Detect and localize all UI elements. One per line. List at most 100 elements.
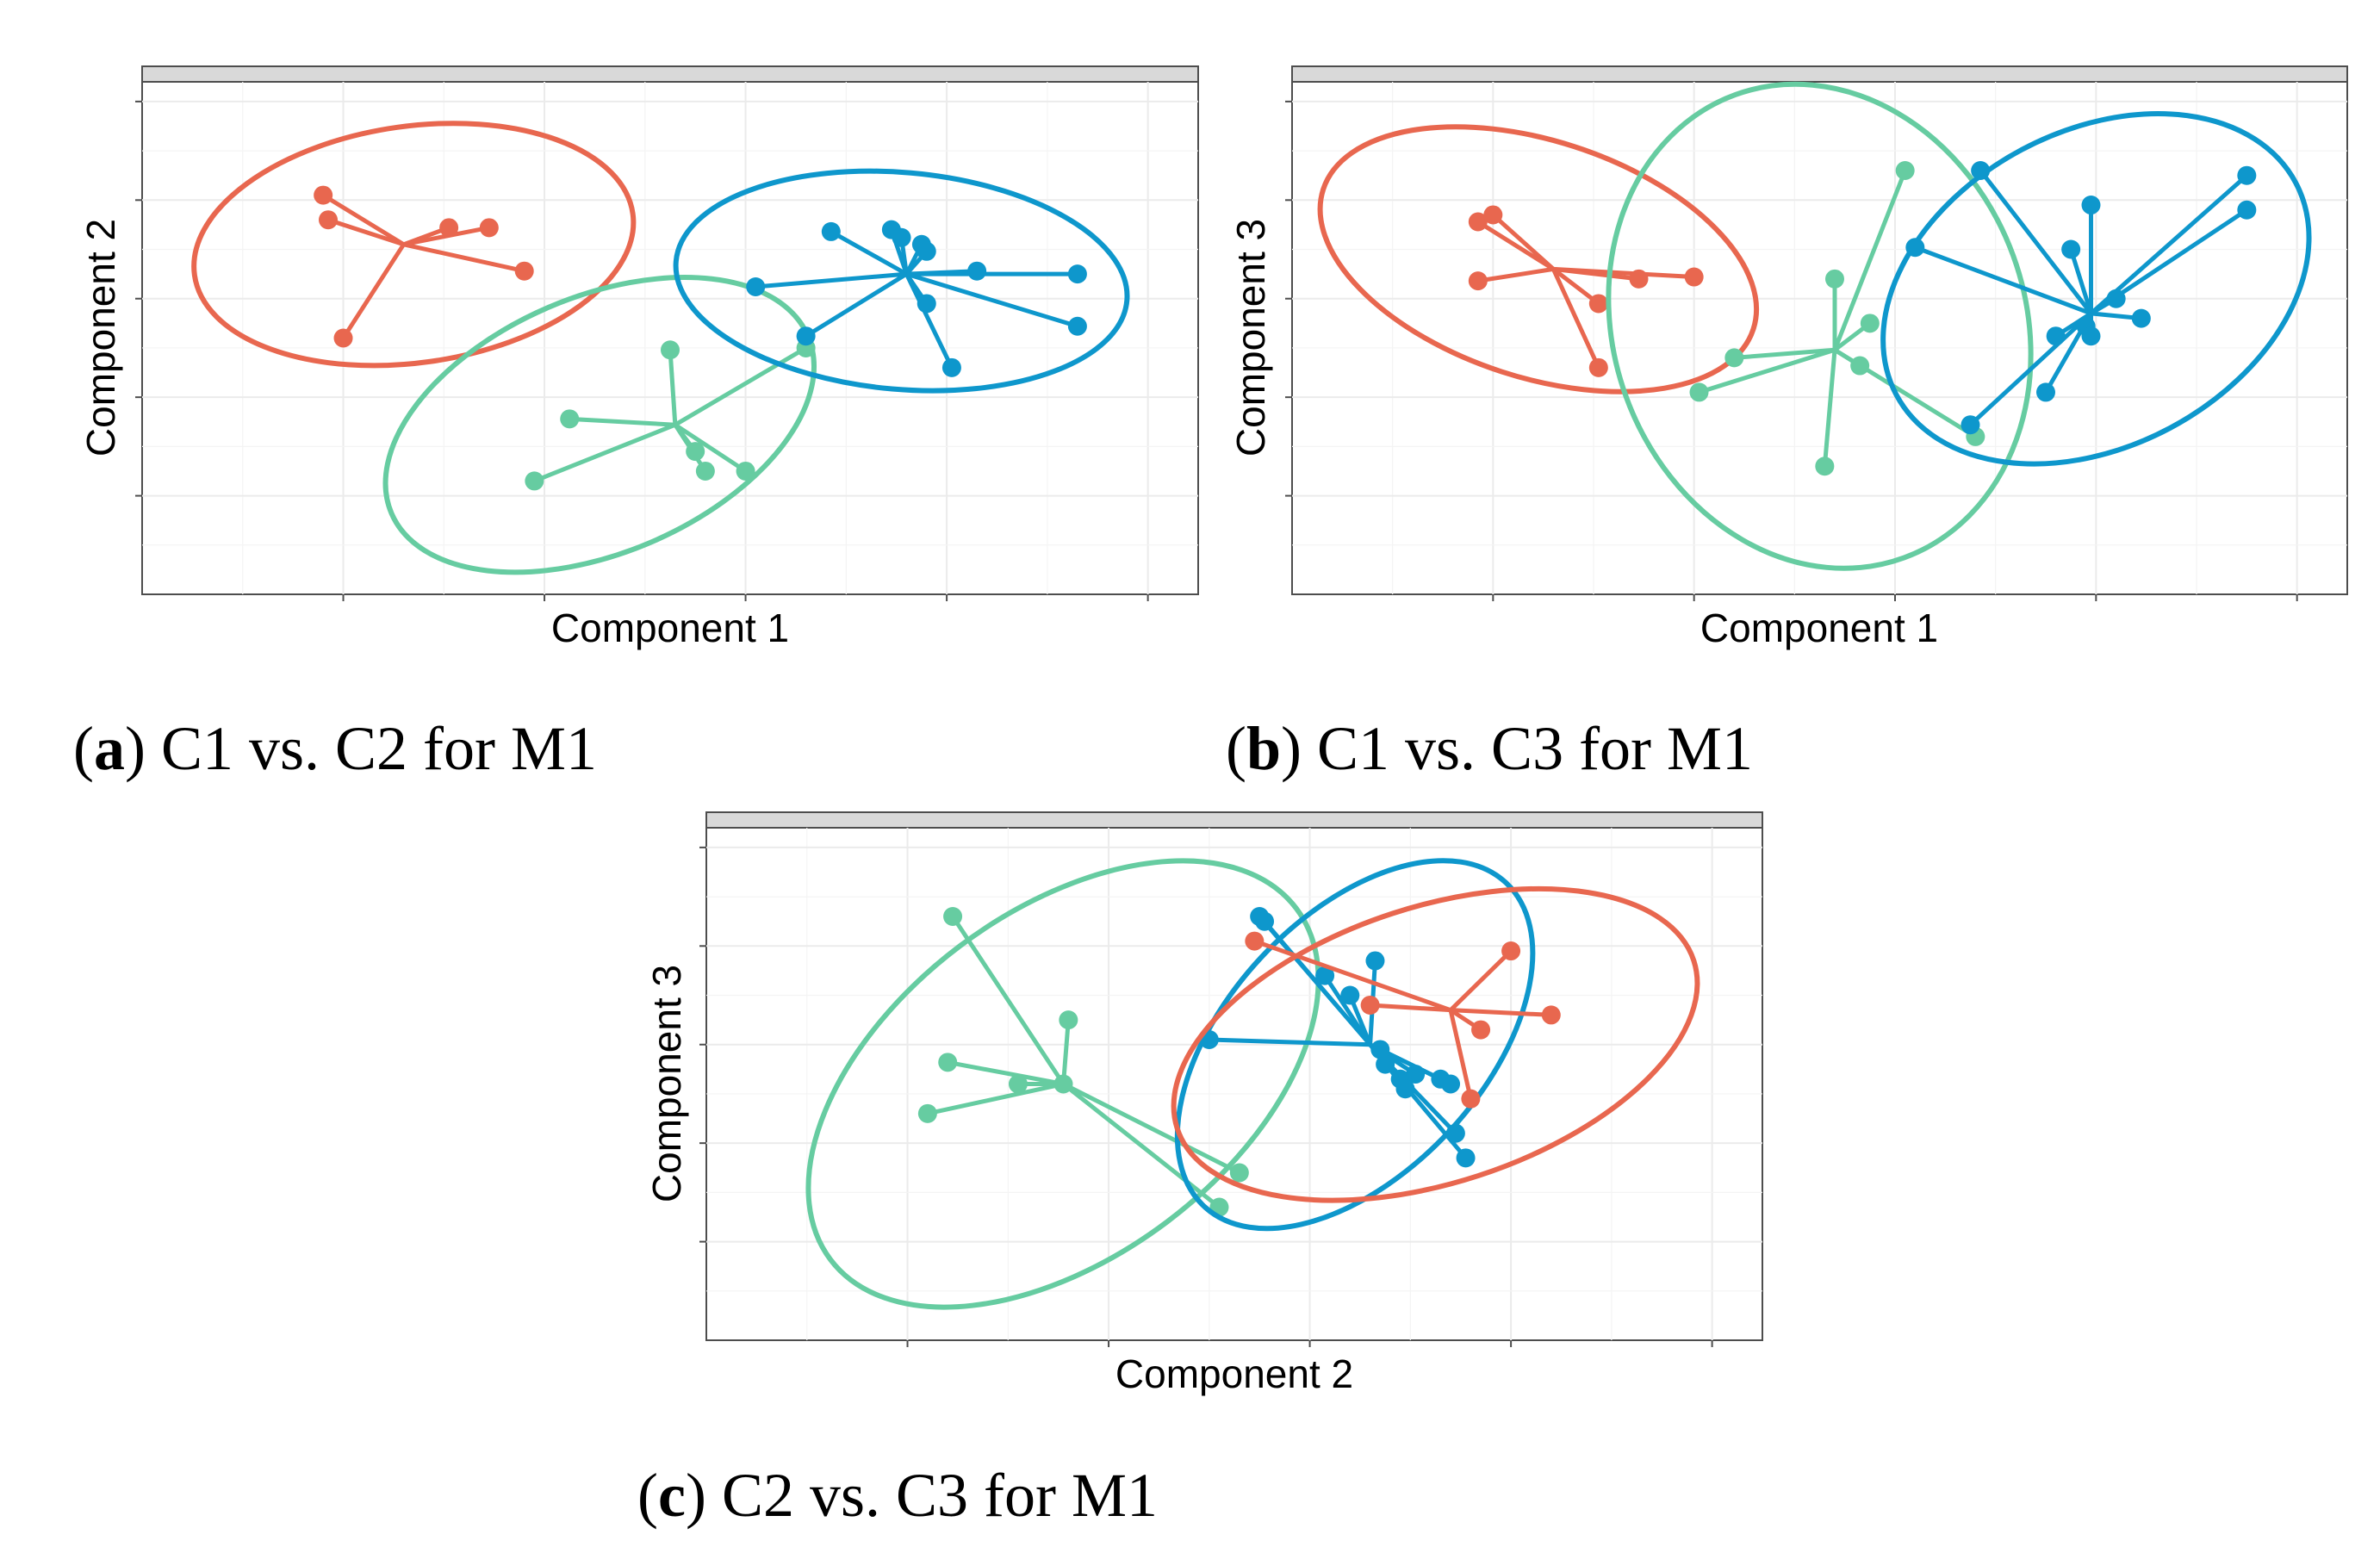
group-red-point — [1629, 269, 1649, 289]
group-blue-spoke — [905, 271, 1078, 329]
group-green-ellipse — [805, 858, 1321, 1310]
group-blue-point — [1395, 1079, 1415, 1099]
group-blue-point — [2106, 289, 2126, 308]
group-red-point — [1483, 205, 1503, 225]
group-green-point — [560, 409, 580, 429]
group-blue-point — [917, 241, 936, 261]
group-green-point — [943, 906, 963, 926]
group-red-point — [1501, 941, 1521, 961]
panel-c-data — [805, 858, 1700, 1310]
group-red-ellipse — [1171, 885, 1700, 1203]
group-green-point — [917, 1103, 937, 1123]
group-green-point — [1008, 1074, 1028, 1094]
group-red-point — [514, 261, 534, 281]
group-red-point — [1245, 931, 1265, 951]
group-green-point — [525, 471, 544, 491]
panel-a-grid — [142, 82, 1198, 594]
panel-b-x-axis-title: Component 1 — [1700, 606, 1938, 650]
group-blue — [673, 168, 1130, 394]
group-blue-point — [2036, 382, 2055, 402]
panel-b-plot-area — [1291, 81, 2348, 595]
group-red-point — [333, 328, 353, 348]
group-red-point — [1471, 1020, 1491, 1040]
group-blue-spoke — [805, 271, 908, 339]
group-green-point — [661, 340, 680, 360]
group-green-point — [1860, 314, 1880, 333]
group-red-ellipse — [191, 121, 637, 369]
group-red-spoke — [1476, 220, 1555, 271]
group-blue-ellipse — [1880, 111, 2312, 467]
group-red-point — [439, 218, 459, 238]
group-green-spoke — [1734, 347, 1836, 360]
group-red-point — [1684, 267, 1704, 287]
group-green-point — [1689, 382, 1709, 402]
panel-b-y-axis-title: Component 3 — [1228, 219, 1273, 457]
group-red-spoke — [1477, 266, 1554, 283]
group-blue-point — [2237, 200, 2257, 220]
group-blue-point — [2081, 326, 2101, 346]
group-blue-point — [2061, 239, 2081, 259]
group-green-point — [1825, 269, 1844, 289]
group-blue-spoke — [830, 229, 908, 276]
group-red-spoke — [1253, 939, 1451, 1013]
panel-a-strip — [141, 65, 1199, 83]
group-red-point — [1541, 1005, 1561, 1025]
group-red-spoke — [327, 217, 405, 247]
group-green-point — [1059, 1010, 1078, 1030]
group-green-point — [1053, 1074, 1073, 1094]
group-blue-point — [1067, 264, 1087, 284]
group-red-point — [1468, 271, 1488, 291]
panel-a-data — [191, 121, 1130, 575]
group-red-point — [319, 210, 339, 230]
group-green-spoke — [668, 350, 678, 426]
group-blue-point — [2131, 308, 2151, 328]
group-red — [191, 121, 637, 369]
group-green-spoke — [950, 915, 1066, 1085]
group-blue-point — [1376, 1054, 1395, 1074]
panel-a-plot-area — [141, 81, 1199, 595]
group-blue-point — [796, 326, 816, 346]
group-red-point — [1468, 212, 1488, 232]
group-green-point — [1850, 356, 1870, 376]
group-red — [1317, 124, 1760, 394]
caption-a-text: C1 vs. C2 for M1 — [161, 714, 597, 783]
group-green-point — [1815, 457, 1835, 476]
group-green-spoke — [1822, 350, 1837, 467]
group-green-point — [1895, 160, 1915, 180]
group-red-spoke — [1370, 1003, 1451, 1013]
group-blue-point — [1971, 160, 1991, 180]
group-green-point — [1724, 348, 1744, 368]
group-red-spoke — [341, 243, 406, 339]
caption-c-label: c — [658, 1461, 686, 1530]
group-blue-point — [1905, 238, 1925, 258]
group-blue-point — [1441, 1074, 1461, 1094]
group-blue-point — [1340, 985, 1360, 1005]
group-blue-point — [1370, 1040, 1390, 1059]
group-red-spoke — [1553, 266, 1694, 280]
group-blue-spoke — [1914, 245, 2092, 316]
group-blue-point — [2081, 196, 2101, 215]
group-blue-spoke — [904, 273, 954, 369]
panel-c-grid — [706, 828, 1762, 1340]
group-green-point — [736, 461, 755, 481]
panel-b-strip — [1291, 65, 2348, 83]
panel-c-x-axis-title: Component 2 — [1115, 1351, 1353, 1396]
group-red-spoke — [1450, 1008, 1551, 1017]
panel-b-data — [1317, 81, 2312, 571]
group-red-spoke — [1491, 213, 1556, 271]
group-red-spoke — [1551, 267, 1600, 306]
group-blue — [1174, 858, 1536, 1232]
group-red-spoke — [1551, 268, 1601, 369]
panel-b-chart: Component 1 Component 3 — [1228, 65, 2348, 650]
group-blue-point — [1365, 951, 1385, 971]
group-blue-point — [2046, 326, 2066, 346]
caption-a-label: a — [94, 714, 125, 783]
group-blue-point — [1067, 316, 1087, 336]
group-blue-point — [892, 227, 911, 247]
group-green-spoke — [1061, 1082, 1221, 1209]
panel-a-x-axis-title: Component 1 — [551, 606, 789, 650]
group-red-ellipse — [1317, 124, 1760, 394]
group-blue-point — [941, 357, 961, 377]
group-red-point — [314, 185, 333, 205]
